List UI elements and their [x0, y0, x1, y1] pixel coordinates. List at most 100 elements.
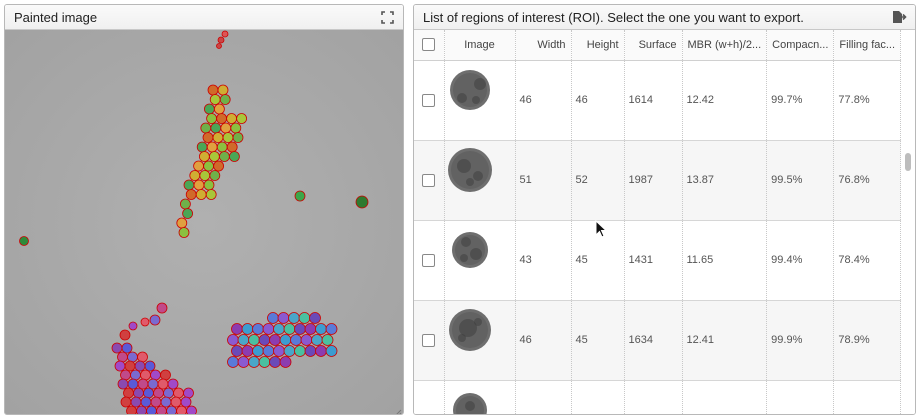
painted-cell: [156, 405, 167, 414]
table-row[interactable]: 43 45 1431 11.65 99.4% 78.4%: [414, 220, 902, 301]
painted-cell: [206, 113, 218, 124]
painted-cell: [140, 317, 150, 327]
painted-cell: [315, 345, 327, 357]
column-header-height[interactable]: Height: [571, 30, 625, 61]
painted-cell: [140, 396, 152, 408]
painted-cell: [150, 396, 162, 408]
painted-cell: [218, 151, 230, 162]
painted-cell: [321, 334, 334, 346]
painted-cell: [19, 236, 29, 246]
table-row[interactable]: 46 45 1634 12.41 99.9% 78.9%: [414, 300, 902, 381]
fullscreen-icon[interactable]: [379, 9, 395, 25]
painted-cell: [117, 351, 128, 363]
painted-cell: [216, 113, 228, 124]
painted-cell: [193, 160, 205, 172]
column-header-compactness[interactable]: Compacn...: [766, 30, 835, 61]
painted-cell: [298, 312, 311, 324]
painted-cell: [232, 132, 244, 143]
painted-cell: [279, 356, 292, 368]
painted-cell: [202, 132, 214, 143]
painted-cell: [182, 208, 194, 219]
panel-title: List of regions of interest (ROI). Selec…: [423, 9, 804, 25]
painted-cell: [134, 360, 146, 372]
painted-cell: [176, 217, 188, 229]
painted-cell: [212, 132, 224, 143]
painted-cell: [248, 334, 260, 346]
cell-height: [571, 380, 625, 414]
scrollbar-thumb[interactable]: [905, 153, 911, 171]
painted-cell: [199, 170, 211, 181]
table-row[interactable]: [414, 380, 902, 414]
painted-cell: [300, 334, 313, 346]
cell-height: 52: [571, 140, 625, 221]
painted-cell: [206, 141, 218, 153]
row-checkbox[interactable]: [422, 173, 436, 187]
row-checkbox[interactable]: [422, 253, 436, 267]
painted-cell: [167, 378, 179, 390]
cell-mbr: 12.41: [682, 300, 768, 381]
painted-cell: [252, 323, 264, 335]
painted-cell: [203, 103, 215, 115]
cell-filling: 78.9%: [833, 300, 902, 381]
column-header-surface[interactable]: Surface: [624, 30, 683, 61]
cell-surface: 1987: [624, 140, 683, 221]
painted-cell: [325, 345, 338, 357]
painted-cell: [283, 323, 296, 335]
cell-surface: 1634: [624, 300, 683, 381]
cell-mbr: [682, 380, 768, 414]
painted-cell: [279, 334, 292, 346]
painted-cell: [166, 405, 177, 414]
painted-cell: [183, 387, 194, 399]
painted-cell: [262, 345, 275, 357]
painted-cell: [213, 160, 225, 172]
painted-cell: [193, 179, 205, 191]
painted-cell: [196, 141, 208, 153]
painted-cell: [140, 369, 151, 381]
row-checkbox[interactable]: [422, 93, 436, 107]
painted-cell: [309, 312, 321, 324]
table-row[interactable]: 51 52 1987 13.87 99.5% 76.8%: [414, 140, 902, 221]
row-checkbox[interactable]: [422, 413, 436, 414]
painted-image-canvas[interactable]: [5, 30, 403, 414]
painted-image-header: Painted image: [5, 5, 403, 30]
painted-cell: [120, 369, 131, 381]
painted-cell: [237, 334, 250, 346]
row-select-cell: [414, 60, 445, 141]
painted-cell: [355, 195, 369, 209]
column-header-mbr[interactable]: MBR (w+h)/2...: [682, 30, 768, 61]
painted-cell: [227, 334, 239, 346]
painted-cell: [315, 323, 327, 335]
row-select-cell: [414, 220, 445, 301]
painted-cell: [150, 369, 161, 381]
painted-cell: [258, 334, 271, 346]
cell-width: 46: [515, 300, 572, 381]
select-all-checkbox[interactable]: [422, 38, 436, 52]
painted-cell: [123, 387, 134, 399]
painted-cell: [222, 132, 234, 143]
table-row[interactable]: 46 46 1614 12.42 99.7% 77.8%: [414, 60, 902, 141]
painted-cell: [128, 321, 138, 331]
cell-filling: 76.8%: [833, 140, 902, 221]
painted-cell: [237, 356, 250, 368]
cell-compactness: 99.5%: [766, 140, 835, 221]
resize-grip-icon[interactable]: [392, 404, 402, 414]
painted-cell: [210, 122, 222, 134]
painted-cell: [203, 160, 215, 172]
cell-width: 51: [515, 140, 572, 221]
painted-cell: [220, 122, 232, 134]
painted-cell: [283, 345, 296, 357]
painted-cell: [226, 141, 238, 153]
painted-cell: [217, 36, 225, 44]
cell-height: 45: [571, 220, 625, 301]
column-header-image[interactable]: Image: [444, 30, 516, 61]
row-select-cell: [414, 300, 445, 381]
column-header-width[interactable]: Width: [515, 30, 572, 61]
painted-cell: [216, 43, 222, 49]
row-checkbox[interactable]: [422, 333, 436, 347]
vertical-scrollbar[interactable]: [901, 85, 915, 414]
cell-compactness: [766, 380, 835, 414]
painted-cell: [189, 170, 201, 181]
export-icon[interactable]: [891, 9, 907, 25]
column-header-filling-factor[interactable]: Filling fac...: [833, 30, 902, 61]
painted-cell: [294, 345, 306, 357]
